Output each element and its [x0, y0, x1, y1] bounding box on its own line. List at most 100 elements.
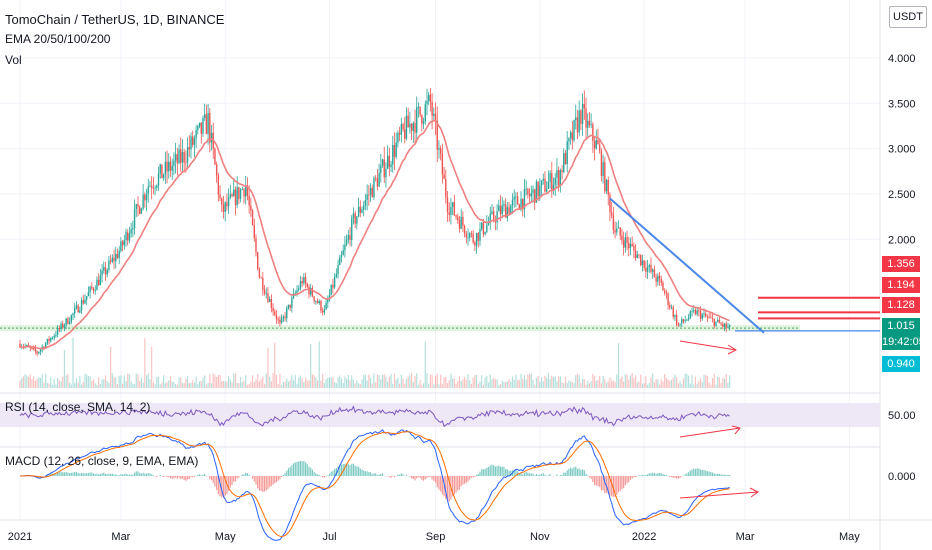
volume-bar [706, 375, 709, 388]
volume-bar [658, 384, 661, 388]
volume-bar [178, 377, 180, 388]
macd-histogram-bar [564, 472, 567, 476]
candle-body [434, 113, 437, 121]
macd-histogram-bar [45, 475, 47, 476]
macd-histogram-bar [55, 473, 57, 476]
volume-bar [605, 382, 608, 388]
macd-histogram-bar [139, 472, 141, 476]
volume-bar [29, 374, 31, 388]
macd-histogram-bar [128, 474, 131, 476]
candle-body [327, 299, 329, 303]
macd-histogram-bar [436, 476, 438, 488]
macd-histogram-bar [397, 474, 399, 476]
macd-histogram-bar [703, 470, 705, 476]
volume-bar [619, 378, 621, 388]
candle-body [142, 194, 144, 209]
volume-bar [363, 375, 365, 388]
volume-bar [723, 378, 726, 388]
macd-histogram-bar [340, 464, 343, 476]
volume-bar [163, 375, 165, 388]
volume-bar [633, 377, 635, 388]
volume-bar [484, 377, 486, 388]
macd-histogram-bar [94, 474, 96, 476]
candle-body [133, 208, 136, 229]
volume-bar [595, 380, 597, 388]
macd-histogram-bar [39, 476, 42, 477]
volume-bar [677, 383, 679, 388]
macd-histogram-bar [248, 474, 250, 476]
candle-body [515, 196, 517, 198]
time-tick-label: Sep [426, 531, 446, 543]
price-tick-label: 4.000 [888, 53, 916, 65]
volume-bar [55, 384, 57, 388]
volume-bar [270, 381, 272, 388]
candle-body [636, 254, 639, 259]
volume-bar [701, 382, 703, 388]
volume-bar [313, 375, 315, 388]
macd-histogram-bar [438, 476, 440, 490]
macd-histogram-bar [631, 476, 633, 479]
ema-legend[interactable]: EMA 20/50/100/200 [5, 32, 111, 46]
macd-histogram-bar [713, 473, 715, 476]
candle-body [583, 103, 585, 109]
macd-histogram-bar [287, 468, 290, 476]
volume-bar [546, 377, 548, 388]
macd-histogram-bar [310, 467, 312, 476]
candle-body [657, 275, 659, 282]
volume-bar [472, 377, 474, 388]
volume-bar [361, 379, 363, 388]
volume-bar [149, 379, 151, 388]
currency-selector[interactable]: USDT [889, 6, 927, 28]
volume-bar [99, 383, 101, 388]
candle-body [113, 257, 115, 262]
macd-histogram-bar [260, 476, 262, 492]
candle-body [161, 164, 163, 179]
macd-histogram-bar [520, 472, 522, 476]
volume-bar [33, 376, 35, 388]
candle-body [318, 300, 320, 304]
volume-bar [612, 380, 614, 388]
macd-histogram-bar [428, 476, 430, 477]
candle-body [439, 147, 442, 154]
candle-body [310, 287, 312, 295]
macd-histogram-bar [388, 476, 390, 478]
macd-histogram-bar [653, 473, 656, 476]
volume-bar [578, 374, 580, 388]
volume-bar [383, 374, 385, 388]
candle-body [190, 136, 192, 150]
macd-histogram-bar [151, 474, 153, 476]
symbol-legend[interactable]: TomoChain / TetherUS, 1D, BINANCE [5, 12, 225, 27]
macd-histogram-bar [313, 471, 315, 476]
volume-bar [210, 383, 213, 388]
volume-bar [48, 383, 50, 388]
candle-body [698, 310, 700, 312]
volume-bar [556, 381, 558, 388]
candle-body [84, 299, 86, 304]
candle-body [186, 147, 189, 163]
macd-histogram-bar [92, 473, 95, 476]
macd-histogram-bar [132, 474, 134, 476]
volume-bar [422, 383, 425, 388]
candle-body [484, 231, 486, 235]
volume-legend[interactable]: Vol [5, 53, 22, 67]
candle-body [537, 181, 539, 197]
candle-body [154, 187, 156, 189]
volume-bar [373, 373, 375, 388]
volume-bar [705, 374, 707, 388]
volume-bar [151, 346, 153, 388]
macd-histogram-bar [293, 463, 295, 476]
volume-bar [503, 382, 505, 388]
macd-histogram-bar [460, 476, 462, 487]
volume-bar [653, 382, 656, 388]
candle-body [710, 317, 712, 319]
macd-legend[interactable]: MACD (12, 26, close, 9, EMA, EMA) [5, 454, 199, 468]
macd-histogram-bar [652, 472, 654, 476]
volume-bar [19, 380, 21, 388]
volume-bar [128, 374, 131, 388]
rsi-legend[interactable]: RSI (14, close, SMA, 14, 2) [5, 400, 151, 414]
volume-bar [703, 374, 705, 388]
macd-histogram-bar [390, 476, 392, 478]
macd-histogram-bar [571, 468, 573, 476]
candle-body [44, 343, 47, 349]
